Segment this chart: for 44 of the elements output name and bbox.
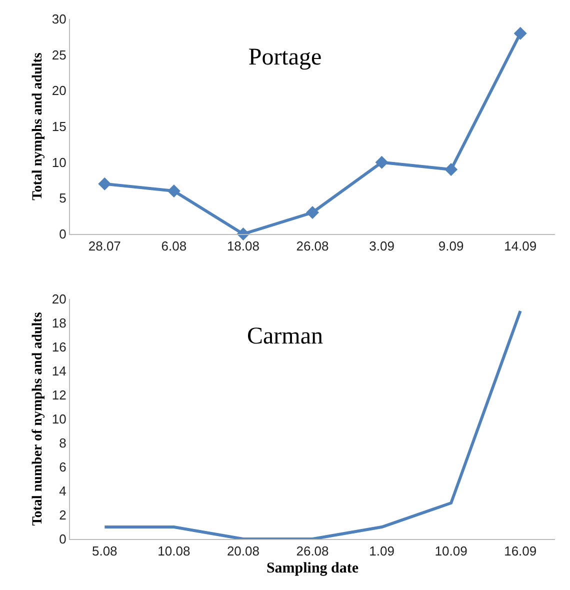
y-axis-title: Total nymphs and adults [30, 52, 46, 200]
y-tick-label: 0 [59, 532, 66, 547]
x-tick-label: 20.08 [226, 544, 260, 559]
y-tick-label: 16 [52, 340, 66, 355]
x-tick-label: 26.08 [296, 544, 329, 559]
point [514, 26, 527, 40]
y-tick-label: 4 [59, 484, 66, 499]
x-tick-label: 6.08 [161, 238, 187, 254]
y-tick-label: 8 [59, 436, 66, 451]
text: Portage [248, 44, 322, 70]
point [306, 206, 319, 219]
y-tick-label: 20 [52, 83, 66, 98]
x-tick-label: 28.07 [88, 238, 121, 254]
y-tick-label: 15 [52, 119, 66, 134]
y-tick-label: 14 [52, 364, 66, 379]
x-tick-label: 16.09 [504, 544, 537, 559]
x-axis-title: Sampling date [266, 560, 359, 577]
y-tick-label: 10 [52, 412, 66, 427]
x-tick-label: 3.09 [369, 238, 394, 254]
x-tick-label: 26.08 [296, 238, 329, 254]
y-tick-label: 12 [52, 388, 66, 403]
x-tick-label: 14.09 [504, 238, 537, 254]
y-axis-title: Total number of nymphs and adults [30, 312, 46, 526]
y-tick-label: 6 [59, 460, 66, 475]
x-tick-label: 18.08 [226, 238, 260, 254]
x-tick-label: 10.08 [158, 544, 190, 559]
point [444, 163, 458, 176]
point [375, 156, 388, 169]
y-tick-label: 30 [52, 12, 66, 27]
point [167, 184, 180, 198]
x-tick-label: 5.08 [92, 544, 118, 559]
x-tick-label: 9.09 [438, 238, 464, 254]
y-tick-label: 2 [59, 508, 66, 523]
point [98, 177, 112, 190]
x-tick-label: 10.09 [434, 544, 468, 559]
y-tick-label: 5 [59, 190, 66, 206]
y-tick-label: 10 [52, 154, 66, 170]
y-tick-label: 25 [52, 47, 66, 62]
y-tick-label: 20 [52, 292, 66, 307]
y-tick-label: 18 [52, 316, 66, 331]
line-series [103, 310, 522, 539]
text: Carman [247, 323, 323, 350]
y-tick-label: 0 [59, 226, 66, 242]
x-tick-label: 1.09 [369, 544, 394, 559]
